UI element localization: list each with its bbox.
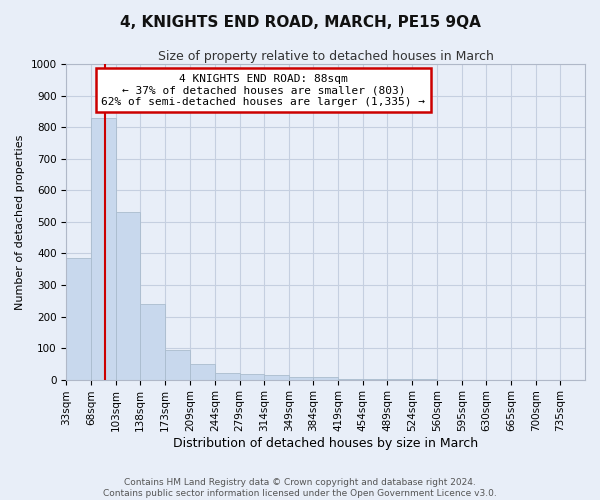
Bar xyxy=(215,374,239,380)
Bar xyxy=(116,212,140,380)
Bar xyxy=(140,304,165,380)
Bar xyxy=(362,379,387,380)
Bar xyxy=(165,350,190,380)
Text: Contains HM Land Registry data © Crown copyright and database right 2024.
Contai: Contains HM Land Registry data © Crown c… xyxy=(103,478,497,498)
X-axis label: Distribution of detached houses by size in March: Distribution of detached houses by size … xyxy=(173,437,478,450)
Bar xyxy=(338,378,362,380)
Title: Size of property relative to detached houses in March: Size of property relative to detached ho… xyxy=(158,50,494,63)
Text: 4, KNIGHTS END ROAD, MARCH, PE15 9QA: 4, KNIGHTS END ROAD, MARCH, PE15 9QA xyxy=(119,15,481,30)
Text: 4 KNIGHTS END ROAD: 88sqm
← 37% of detached houses are smaller (803)
62% of semi: 4 KNIGHTS END ROAD: 88sqm ← 37% of detac… xyxy=(101,74,425,107)
Bar xyxy=(91,118,116,380)
Bar xyxy=(67,258,91,380)
Bar xyxy=(264,376,289,380)
Bar xyxy=(239,374,264,380)
Bar xyxy=(313,377,338,380)
Bar xyxy=(190,364,215,380)
Bar xyxy=(289,377,313,380)
Y-axis label: Number of detached properties: Number of detached properties xyxy=(15,134,25,310)
